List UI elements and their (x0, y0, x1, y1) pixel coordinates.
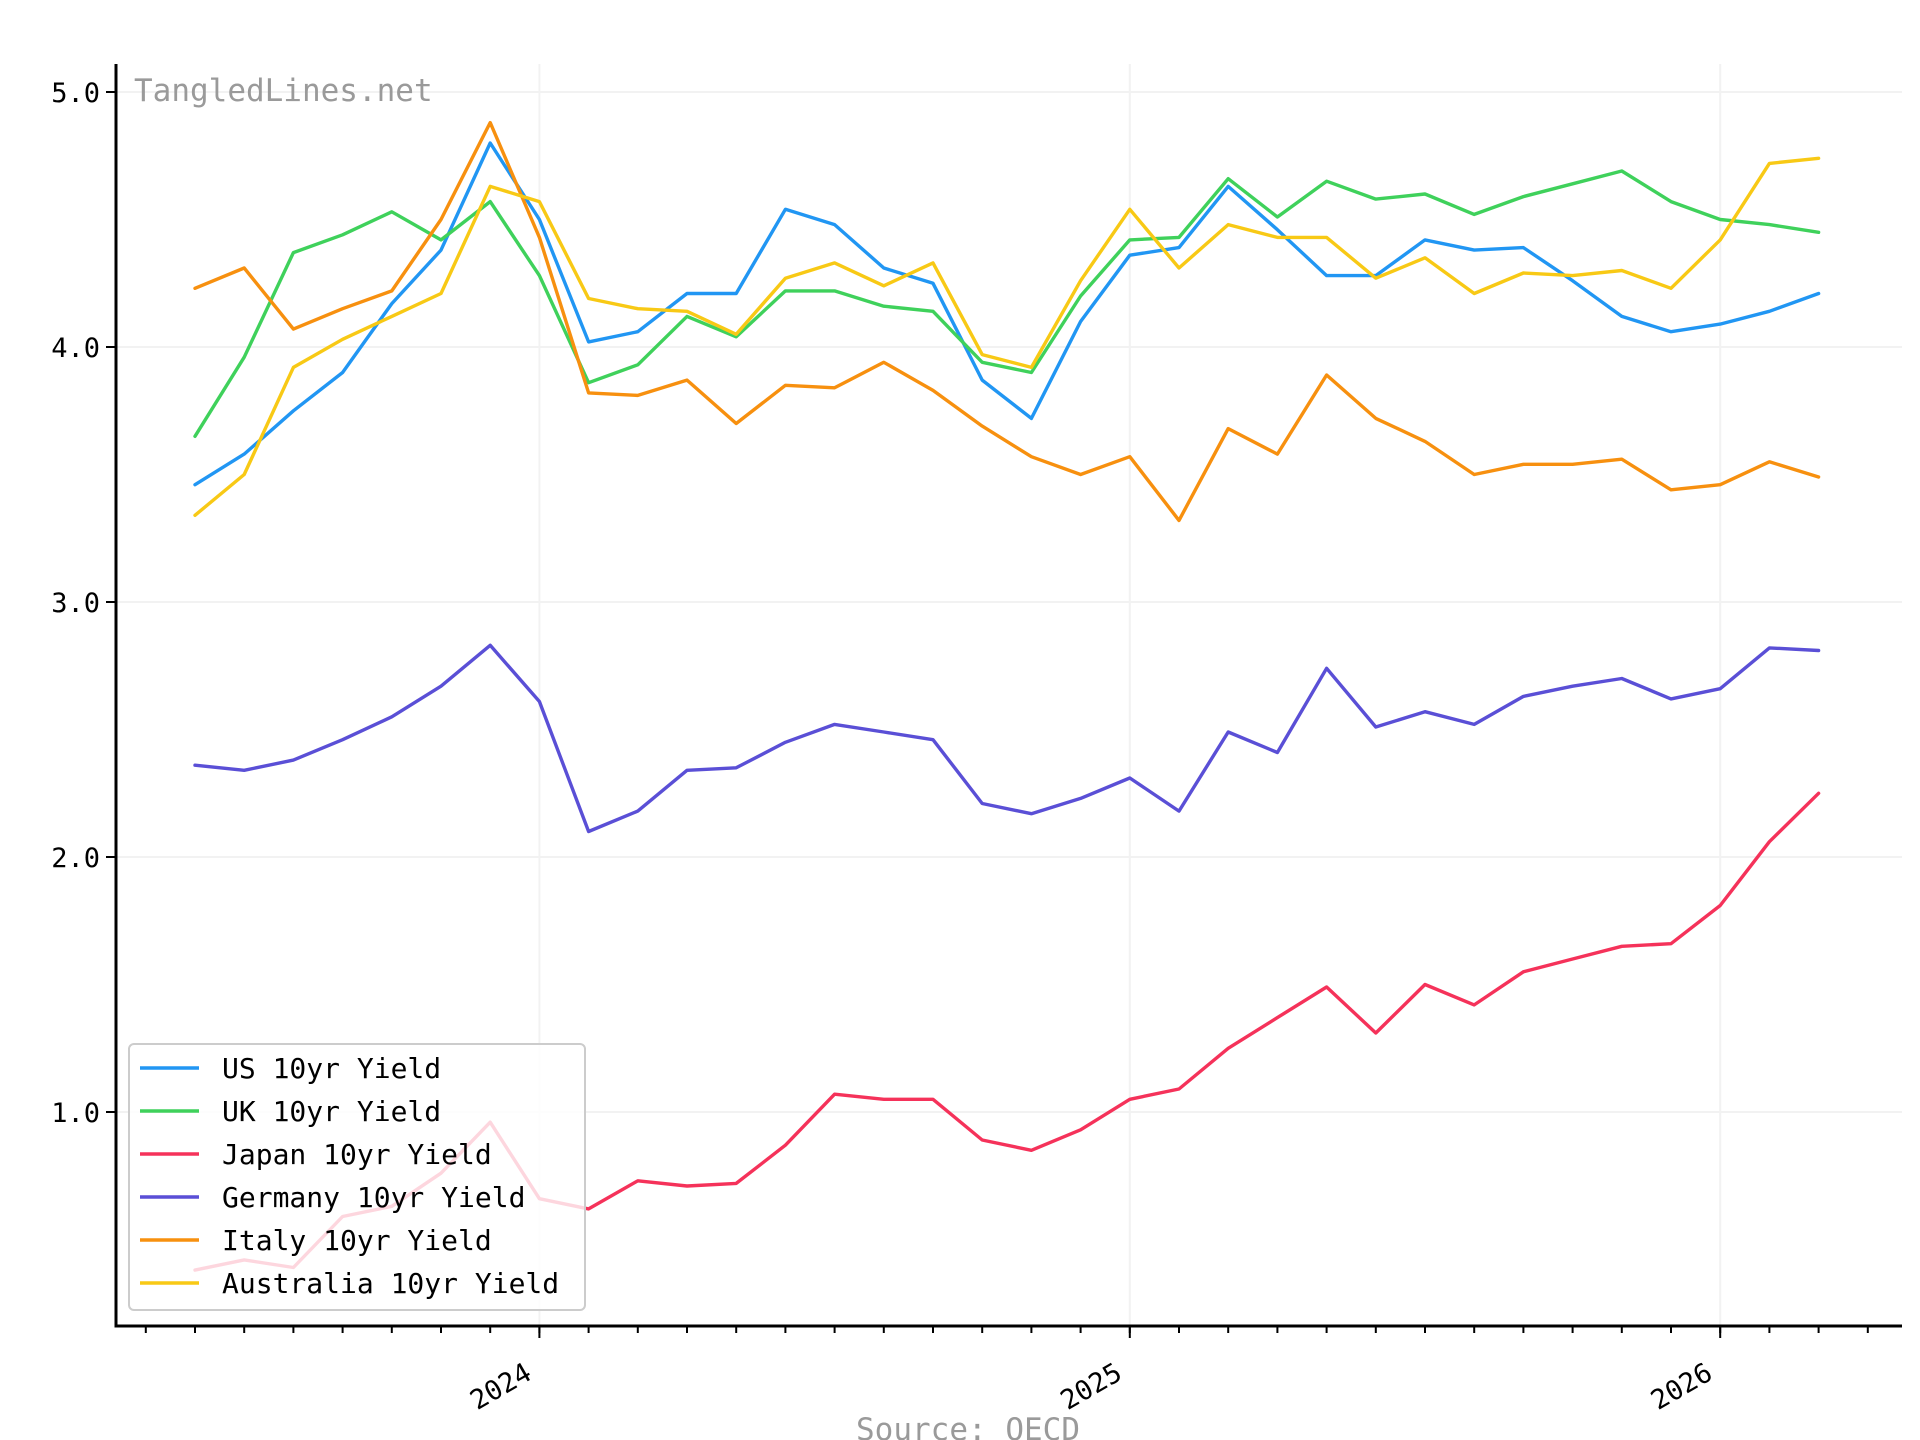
series-line (193, 169, 1821, 438)
watermark: TangledLines.net (134, 73, 433, 109)
x-ticks: 2024 2025 2026 (144, 1326, 1869, 1417)
x-tick-label: 2024 (465, 1357, 537, 1416)
x-tick-label: 2026 (1646, 1357, 1718, 1416)
series-line (193, 141, 1821, 487)
legend: US 10yr Yield UK 10yr Yield Japan 10yr Yie… (128, 1043, 586, 1311)
legend-label: Australia 10yr Yield (222, 1267, 559, 1300)
x-tick-label: 2025 (1055, 1357, 1127, 1416)
source-note: Source: OECD (856, 1412, 1080, 1440)
y-tick-label: 4.0 (51, 333, 100, 364)
y-tick-label: 5.0 (51, 78, 100, 109)
series-line (193, 643, 1821, 834)
legend-label: Japan 10yr Yield (222, 1138, 492, 1171)
y-tick-label: 1.0 (51, 1098, 100, 1129)
axes (114, 64, 1902, 1328)
legend-label: US 10yr Yield (222, 1052, 441, 1085)
legend-label: UK 10yr Yield (222, 1095, 441, 1128)
series-line (193, 120, 1821, 523)
series-line (193, 156, 1821, 517)
legend-label: Italy 10yr Yield (222, 1224, 492, 1257)
y-ticks: 1.0 2.0 3.0 4.0 5.0 (51, 78, 116, 1129)
y-tick-label: 3.0 (51, 588, 100, 619)
legend-label: Germany 10yr Yield (222, 1181, 525, 1214)
y-tick-label: 2.0 (51, 843, 100, 874)
legend-box (128, 1043, 586, 1311)
